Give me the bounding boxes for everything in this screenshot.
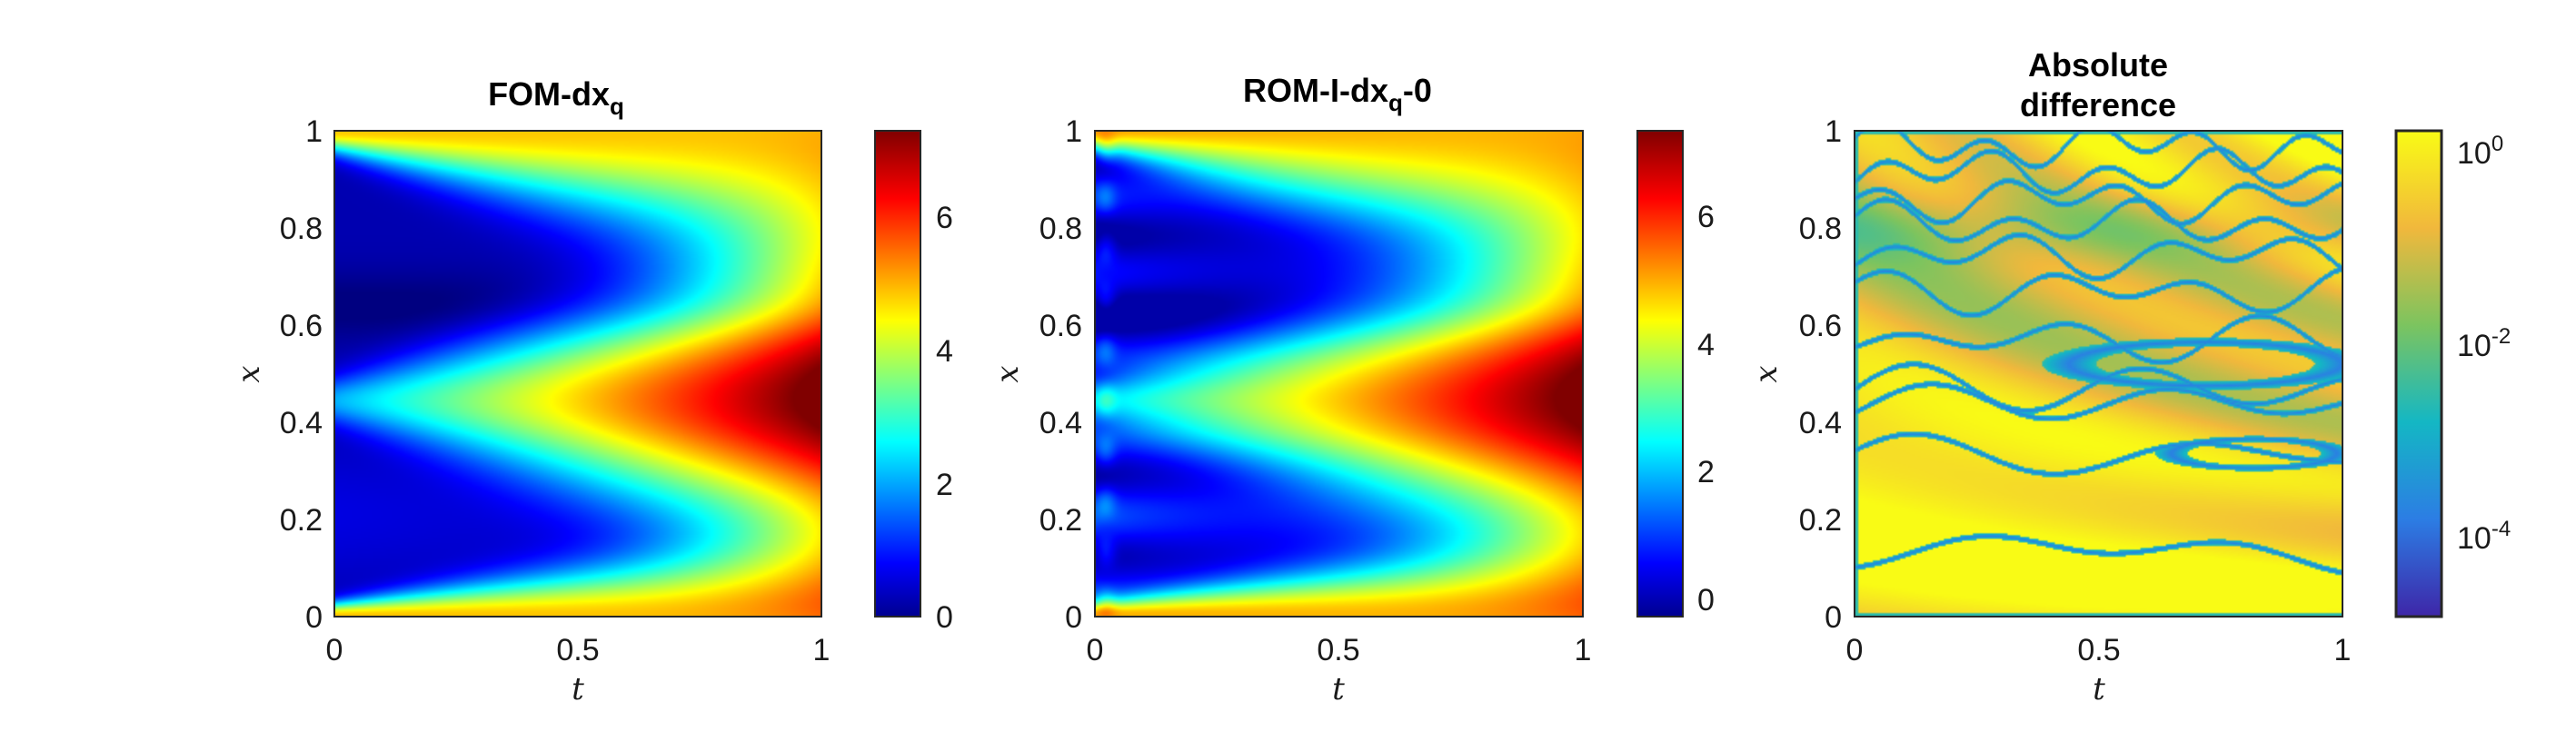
y-tick-label: 1 (1065, 114, 1082, 149)
colorbar-tick-label: 0 (1697, 583, 1715, 618)
x-ticks: 0 0.5 1 (326, 633, 830, 667)
colorbar-frame (1636, 130, 1684, 618)
colorbar-tick-label: 10-4 (2457, 517, 2511, 556)
x-axis-label: t (572, 671, 584, 707)
heatmap-image (1855, 131, 2342, 617)
x-tick-label: 0.5 (2077, 633, 2120, 667)
colorbar-tick-label: 6 (936, 201, 953, 235)
colorbar-frame (874, 130, 921, 618)
colorbar (2396, 131, 2442, 617)
y-ticks: 0 0.2 0.4 0.6 0.8 1 (1039, 114, 1082, 635)
chart-title-line: Absolute (2028, 46, 2168, 84)
x-tick-label: 1 (1575, 633, 1592, 667)
y-ticks: 0 0.2 0.4 0.6 0.8 1 (1799, 114, 1842, 635)
heatmap-image (1095, 131, 1583, 617)
y-tick-label: 0.8 (1039, 212, 1082, 246)
colorbar-tick-label: 10-2 (2457, 324, 2511, 363)
x-ticks: 0 0.5 1 (1846, 633, 2352, 667)
y-tick-label: 0.8 (280, 212, 323, 246)
x-axis-label: t (1332, 671, 1345, 707)
y-tick-label: 0.6 (1799, 309, 1842, 343)
colorbar-ticks: 0 2 4 6 (936, 201, 953, 635)
y-tick-label: 0 (1065, 600, 1082, 635)
colorbar-ticks: 0 2 4 6 (1697, 200, 1715, 618)
y-axis-label: x (231, 365, 267, 382)
panel-fom: FOM-dxq 0 0.2 0.4 0.6 0.8 1 0 0.5 1 t x … (231, 75, 953, 707)
y-ticks: 0 0.2 0.4 0.6 0.8 1 (280, 114, 323, 635)
y-axis-label: x (1748, 365, 1785, 382)
y-tick-label: 0.4 (280, 406, 323, 440)
colorbar-tick-label: 100 (2457, 132, 2503, 171)
colorbar-tick-label: 4 (936, 334, 953, 369)
colorbar-tick-label: 4 (1697, 328, 1715, 362)
y-tick-label: 1 (305, 114, 323, 149)
x-axis-label: t (2093, 671, 2105, 707)
colorbar-tick-label: 2 (936, 468, 953, 502)
chart-title: FOM-dxq (488, 75, 624, 120)
plot-frame (333, 130, 822, 618)
panel-abs-diff: Absolute difference 0 0.2 0.4 0.6 0.8 1 … (1748, 46, 2511, 707)
colorbar-tick-label: 2 (1697, 455, 1715, 489)
colorbar (875, 131, 920, 617)
heatmap-image (334, 131, 821, 617)
plot-frame (1094, 130, 1584, 618)
y-tick-label: 0.4 (1799, 406, 1842, 440)
x-tick-label: 0 (1087, 633, 1104, 667)
x-tick-label: 0 (1846, 633, 1864, 667)
colorbar-ticks: 100 10-2 10-4 (2457, 132, 2511, 556)
y-tick-label: 0.2 (1799, 503, 1842, 538)
y-tick-label: 0.4 (1039, 406, 1082, 440)
y-tick-label: 0.6 (1039, 309, 1082, 343)
y-tick-label: 0 (1825, 600, 1842, 635)
y-axis-label: x (990, 365, 1026, 382)
colorbar-tick-label: 0 (936, 600, 953, 635)
chart-title: ROM-I-dxq-0 (1243, 72, 1432, 116)
x-tick-label: 1 (2334, 633, 2352, 667)
y-tick-label: 0.6 (280, 309, 323, 343)
x-tick-label: 0.5 (556, 633, 599, 667)
colorbar (1637, 131, 1683, 617)
plot-frame (1854, 130, 2343, 618)
x-tick-label: 0.5 (1317, 633, 1359, 667)
y-tick-label: 1 (1825, 114, 1842, 149)
y-tick-label: 0.2 (1039, 503, 1082, 538)
y-tick-label: 0 (305, 600, 323, 635)
y-tick-label: 0.8 (1799, 212, 1842, 246)
colorbar-tick-label: 6 (1697, 200, 1715, 234)
y-tick-label: 0.2 (280, 503, 323, 538)
panel-rom: ROM-I-dxq-0 0 0.2 0.4 0.6 0.8 1 0 0.5 1 … (990, 72, 1715, 707)
chart-title-line: difference (2020, 86, 2176, 124)
colorbar-frame (2394, 129, 2443, 618)
x-tick-label: 1 (813, 633, 830, 667)
x-ticks: 0 0.5 1 (1087, 633, 1592, 667)
x-tick-label: 0 (326, 633, 343, 667)
